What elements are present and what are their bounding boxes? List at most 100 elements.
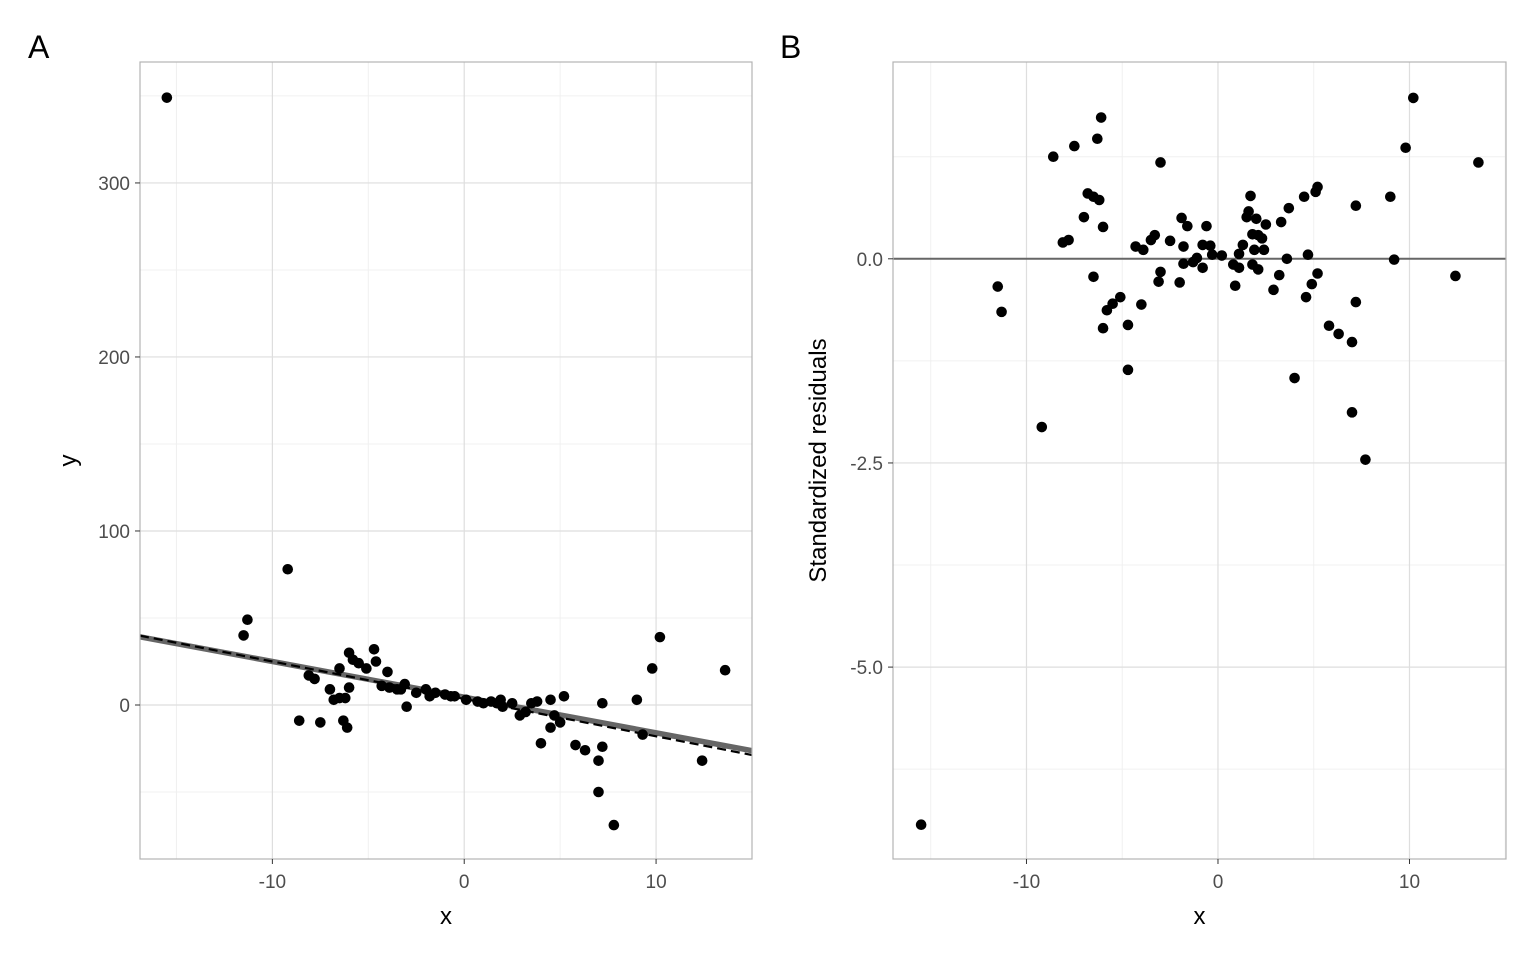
data-point [1078, 211, 1090, 223]
data-point [1137, 244, 1149, 256]
data-point [1350, 296, 1362, 308]
data-point [1252, 264, 1264, 275]
x-tick-label: -10 [1013, 872, 1040, 893]
y-tick-label: 300 [98, 174, 130, 195]
data-point [1115, 291, 1126, 303]
data-point [368, 644, 380, 655]
data-point [1136, 299, 1147, 310]
data-point [449, 690, 460, 702]
data-point [1450, 270, 1461, 282]
data-point [1283, 202, 1295, 214]
data-point [370, 656, 382, 667]
data-point [1216, 250, 1228, 261]
data-point [1258, 244, 1270, 256]
data-point [1149, 229, 1161, 241]
data-point [1069, 140, 1080, 152]
data-point [696, 755, 708, 766]
data-point [1289, 372, 1300, 384]
data-point [579, 744, 591, 756]
data-point [315, 717, 326, 728]
data-point [343, 682, 355, 693]
data-point [1233, 262, 1245, 274]
data-point [570, 739, 581, 751]
data-point [1300, 291, 1312, 303]
data-point [1122, 319, 1134, 331]
data-point [1323, 320, 1335, 332]
data-point [996, 306, 1007, 318]
data-point [1249, 244, 1260, 256]
data-point [361, 663, 372, 674]
x-axis-label: x [1194, 903, 1206, 930]
data-point [1088, 271, 1099, 283]
data-point [1298, 191, 1310, 203]
data-point [1107, 298, 1118, 310]
data-point [1197, 262, 1208, 274]
data-point [1408, 92, 1419, 104]
data-point [1097, 221, 1109, 233]
data-point [161, 92, 173, 103]
y-tick-label: 100 [98, 522, 130, 543]
plot-area [893, 62, 1506, 859]
y-tick-label: 0 [119, 696, 130, 717]
data-point [399, 678, 411, 690]
data-point [915, 819, 927, 831]
data-point [1388, 254, 1400, 265]
data-point [1250, 213, 1262, 225]
data-point [1346, 336, 1358, 348]
x-tick-label: 0 [1213, 872, 1224, 893]
data-point [1233, 248, 1245, 260]
data-point [535, 737, 547, 749]
data-point [1095, 112, 1107, 123]
x-tick-label: 0 [459, 872, 470, 893]
data-point [1153, 276, 1164, 287]
data-point [309, 673, 320, 685]
data-point [520, 706, 531, 718]
data-point [1205, 240, 1216, 252]
data-point [1155, 266, 1166, 278]
data-point [531, 696, 543, 707]
data-point [1333, 328, 1344, 340]
data-point [282, 563, 294, 575]
y-tick-label: 200 [98, 348, 130, 369]
data-point [1092, 133, 1103, 145]
data-point [637, 729, 648, 740]
data-point [1047, 151, 1059, 163]
data-point [1178, 241, 1189, 252]
data-point [341, 722, 353, 733]
y-tick-label: -2.5 [850, 454, 883, 475]
data-point [353, 657, 365, 669]
data-point [1312, 181, 1323, 193]
panel-border [139, 61, 753, 860]
data-point [654, 631, 666, 643]
data-point [1097, 322, 1109, 334]
panel-label: A [28, 29, 50, 65]
data-point [631, 694, 643, 706]
data-point [1260, 219, 1272, 230]
data-point [1155, 157, 1166, 168]
data-point [1385, 191, 1396, 203]
data-point [1312, 268, 1323, 279]
data-point [430, 687, 441, 699]
data-point [1237, 239, 1249, 251]
data-point [401, 701, 412, 713]
data-point [1197, 239, 1208, 251]
data-point [1093, 194, 1105, 206]
data-point [1229, 280, 1241, 292]
data-point [545, 722, 556, 733]
data-point [1182, 220, 1193, 232]
data-point [1176, 212, 1187, 224]
y-tick-label: 0.0 [857, 250, 883, 271]
x-tick-label: -10 [259, 872, 286, 893]
data-point [1281, 253, 1293, 265]
data-point [1206, 249, 1218, 261]
plot-area [140, 62, 752, 859]
panel-label: B [780, 29, 801, 65]
data-point [1191, 252, 1203, 264]
data-point [719, 664, 731, 676]
data-point [506, 697, 518, 709]
data-point [242, 614, 253, 626]
data-point [382, 666, 393, 678]
data-point [1174, 277, 1185, 288]
x-axis-label: x [440, 903, 452, 930]
panel-border [892, 61, 1507, 860]
